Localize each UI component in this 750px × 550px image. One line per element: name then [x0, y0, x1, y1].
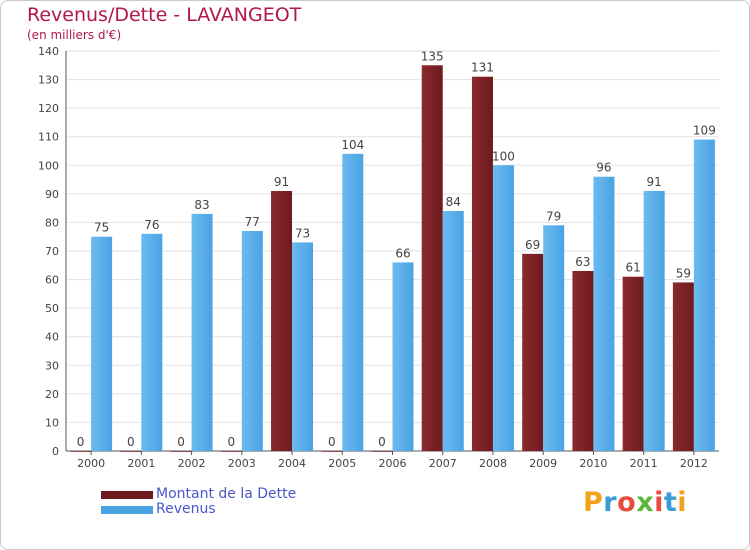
legend-label-dette: Montant de la Dette [156, 486, 297, 502]
y-tick-label: 30 [45, 359, 59, 372]
data-label-dette: 0 [177, 435, 185, 449]
y-tick-label: 60 [45, 274, 59, 287]
y-tick-label: 70 [45, 245, 59, 258]
y-tick-label: 10 [45, 416, 59, 429]
bar-revenus [643, 191, 665, 451]
bar-dette [220, 451, 242, 452]
data-label-dette: 69 [525, 238, 540, 252]
logo-letter: i [677, 487, 688, 518]
data-label-revenus: 100 [492, 149, 515, 163]
bar-dette [672, 282, 694, 451]
x-tick-label: 2012 [680, 457, 708, 470]
bar-dette [421, 65, 443, 452]
logo-letter: t [663, 487, 678, 518]
y-tick-label: 0 [52, 445, 59, 458]
data-label-revenus: 66 [395, 246, 410, 260]
bar-dette [271, 191, 293, 451]
bar-revenus [91, 236, 113, 451]
y-tick-label: 100 [38, 159, 59, 172]
chart-subtitle: (en milliers d'€) [27, 28, 122, 42]
x-tick-label: 2009 [529, 457, 557, 470]
bar-dette [70, 451, 92, 452]
y-tick-label: 110 [38, 131, 59, 144]
proxiti-logo: Proxiti [583, 487, 687, 518]
data-label-revenus: 104 [341, 138, 364, 152]
y-tick-label: 20 [45, 388, 59, 401]
data-label-revenus: 79 [546, 209, 561, 223]
legend-label-revenus: Revenus [156, 501, 216, 517]
data-label-revenus: 77 [245, 215, 260, 229]
x-tick-label: 2006 [379, 457, 407, 470]
y-tick-label: 40 [45, 331, 59, 344]
data-label-dette: 91 [274, 175, 289, 189]
bar-revenus [593, 176, 615, 451]
data-label-dette: 131 [471, 61, 494, 75]
data-label-revenus: 83 [194, 198, 209, 212]
logo-letter: i [654, 487, 664, 518]
data-label-dette: 0 [378, 435, 386, 449]
legend-swatch-revenus [101, 506, 153, 514]
x-tick-label: 2003 [228, 457, 256, 470]
bar-dette [170, 451, 192, 452]
bar-revenus [191, 213, 213, 451]
data-label-revenus: 73 [295, 226, 310, 240]
bar-dette [522, 253, 544, 451]
logo-letter: o [617, 487, 637, 518]
bar-dette [371, 451, 393, 452]
data-label-dette: 0 [227, 435, 235, 449]
x-tick-label: 2007 [429, 457, 457, 470]
y-tick-label: 80 [45, 216, 59, 229]
x-tick-label: 2001 [127, 457, 155, 470]
bar-revenus [342, 153, 364, 451]
bar-dette [572, 271, 594, 451]
bar-revenus [492, 165, 514, 452]
x-tick-label: 2005 [328, 457, 356, 470]
x-tick-label: 2002 [178, 457, 206, 470]
data-label-revenus: 109 [693, 124, 716, 138]
data-label-dette: 0 [77, 435, 85, 449]
logo-letter: x [636, 487, 655, 518]
bar-revenus [442, 211, 464, 451]
legend-swatch-dette [101, 491, 153, 499]
data-label-revenus: 75 [94, 221, 109, 235]
bar-dette [321, 451, 343, 452]
logo-letter: r [603, 487, 618, 518]
bar-revenus [141, 233, 163, 451]
y-tick-label: 50 [45, 302, 59, 315]
bar-revenus [392, 262, 414, 451]
data-label-dette: 61 [626, 261, 641, 275]
y-tick-label: 90 [45, 188, 59, 201]
data-label-dette: 0 [328, 435, 336, 449]
logo-letter: P [583, 487, 604, 518]
data-label-dette: 0 [127, 435, 135, 449]
bar-dette [622, 276, 644, 451]
bar-dette [120, 451, 142, 452]
data-label-dette: 63 [575, 255, 590, 269]
bar-revenus [241, 231, 263, 451]
y-tick-label: 140 [38, 45, 59, 58]
data-label-dette: 59 [676, 266, 691, 280]
bar-revenus [693, 139, 715, 452]
data-label-revenus: 96 [596, 161, 611, 175]
y-tick-label: 130 [38, 74, 59, 87]
x-tick-label: 2004 [278, 457, 306, 470]
y-tick-label: 120 [38, 102, 59, 115]
bar-revenus [292, 242, 314, 451]
x-tick-label: 2000 [77, 457, 105, 470]
chart-title: Revenus/Dette - LAVANGEOT [27, 4, 302, 26]
data-label-revenus: 91 [647, 175, 662, 189]
bar-dette [471, 76, 493, 451]
data-label-revenus: 76 [144, 218, 159, 232]
x-tick-label: 2010 [579, 457, 607, 470]
x-tick-label: 2011 [630, 457, 658, 470]
bar-revenus [543, 225, 565, 451]
data-label-dette: 135 [421, 49, 444, 63]
data-label-revenus: 84 [446, 195, 461, 209]
x-tick-label: 2008 [479, 457, 507, 470]
